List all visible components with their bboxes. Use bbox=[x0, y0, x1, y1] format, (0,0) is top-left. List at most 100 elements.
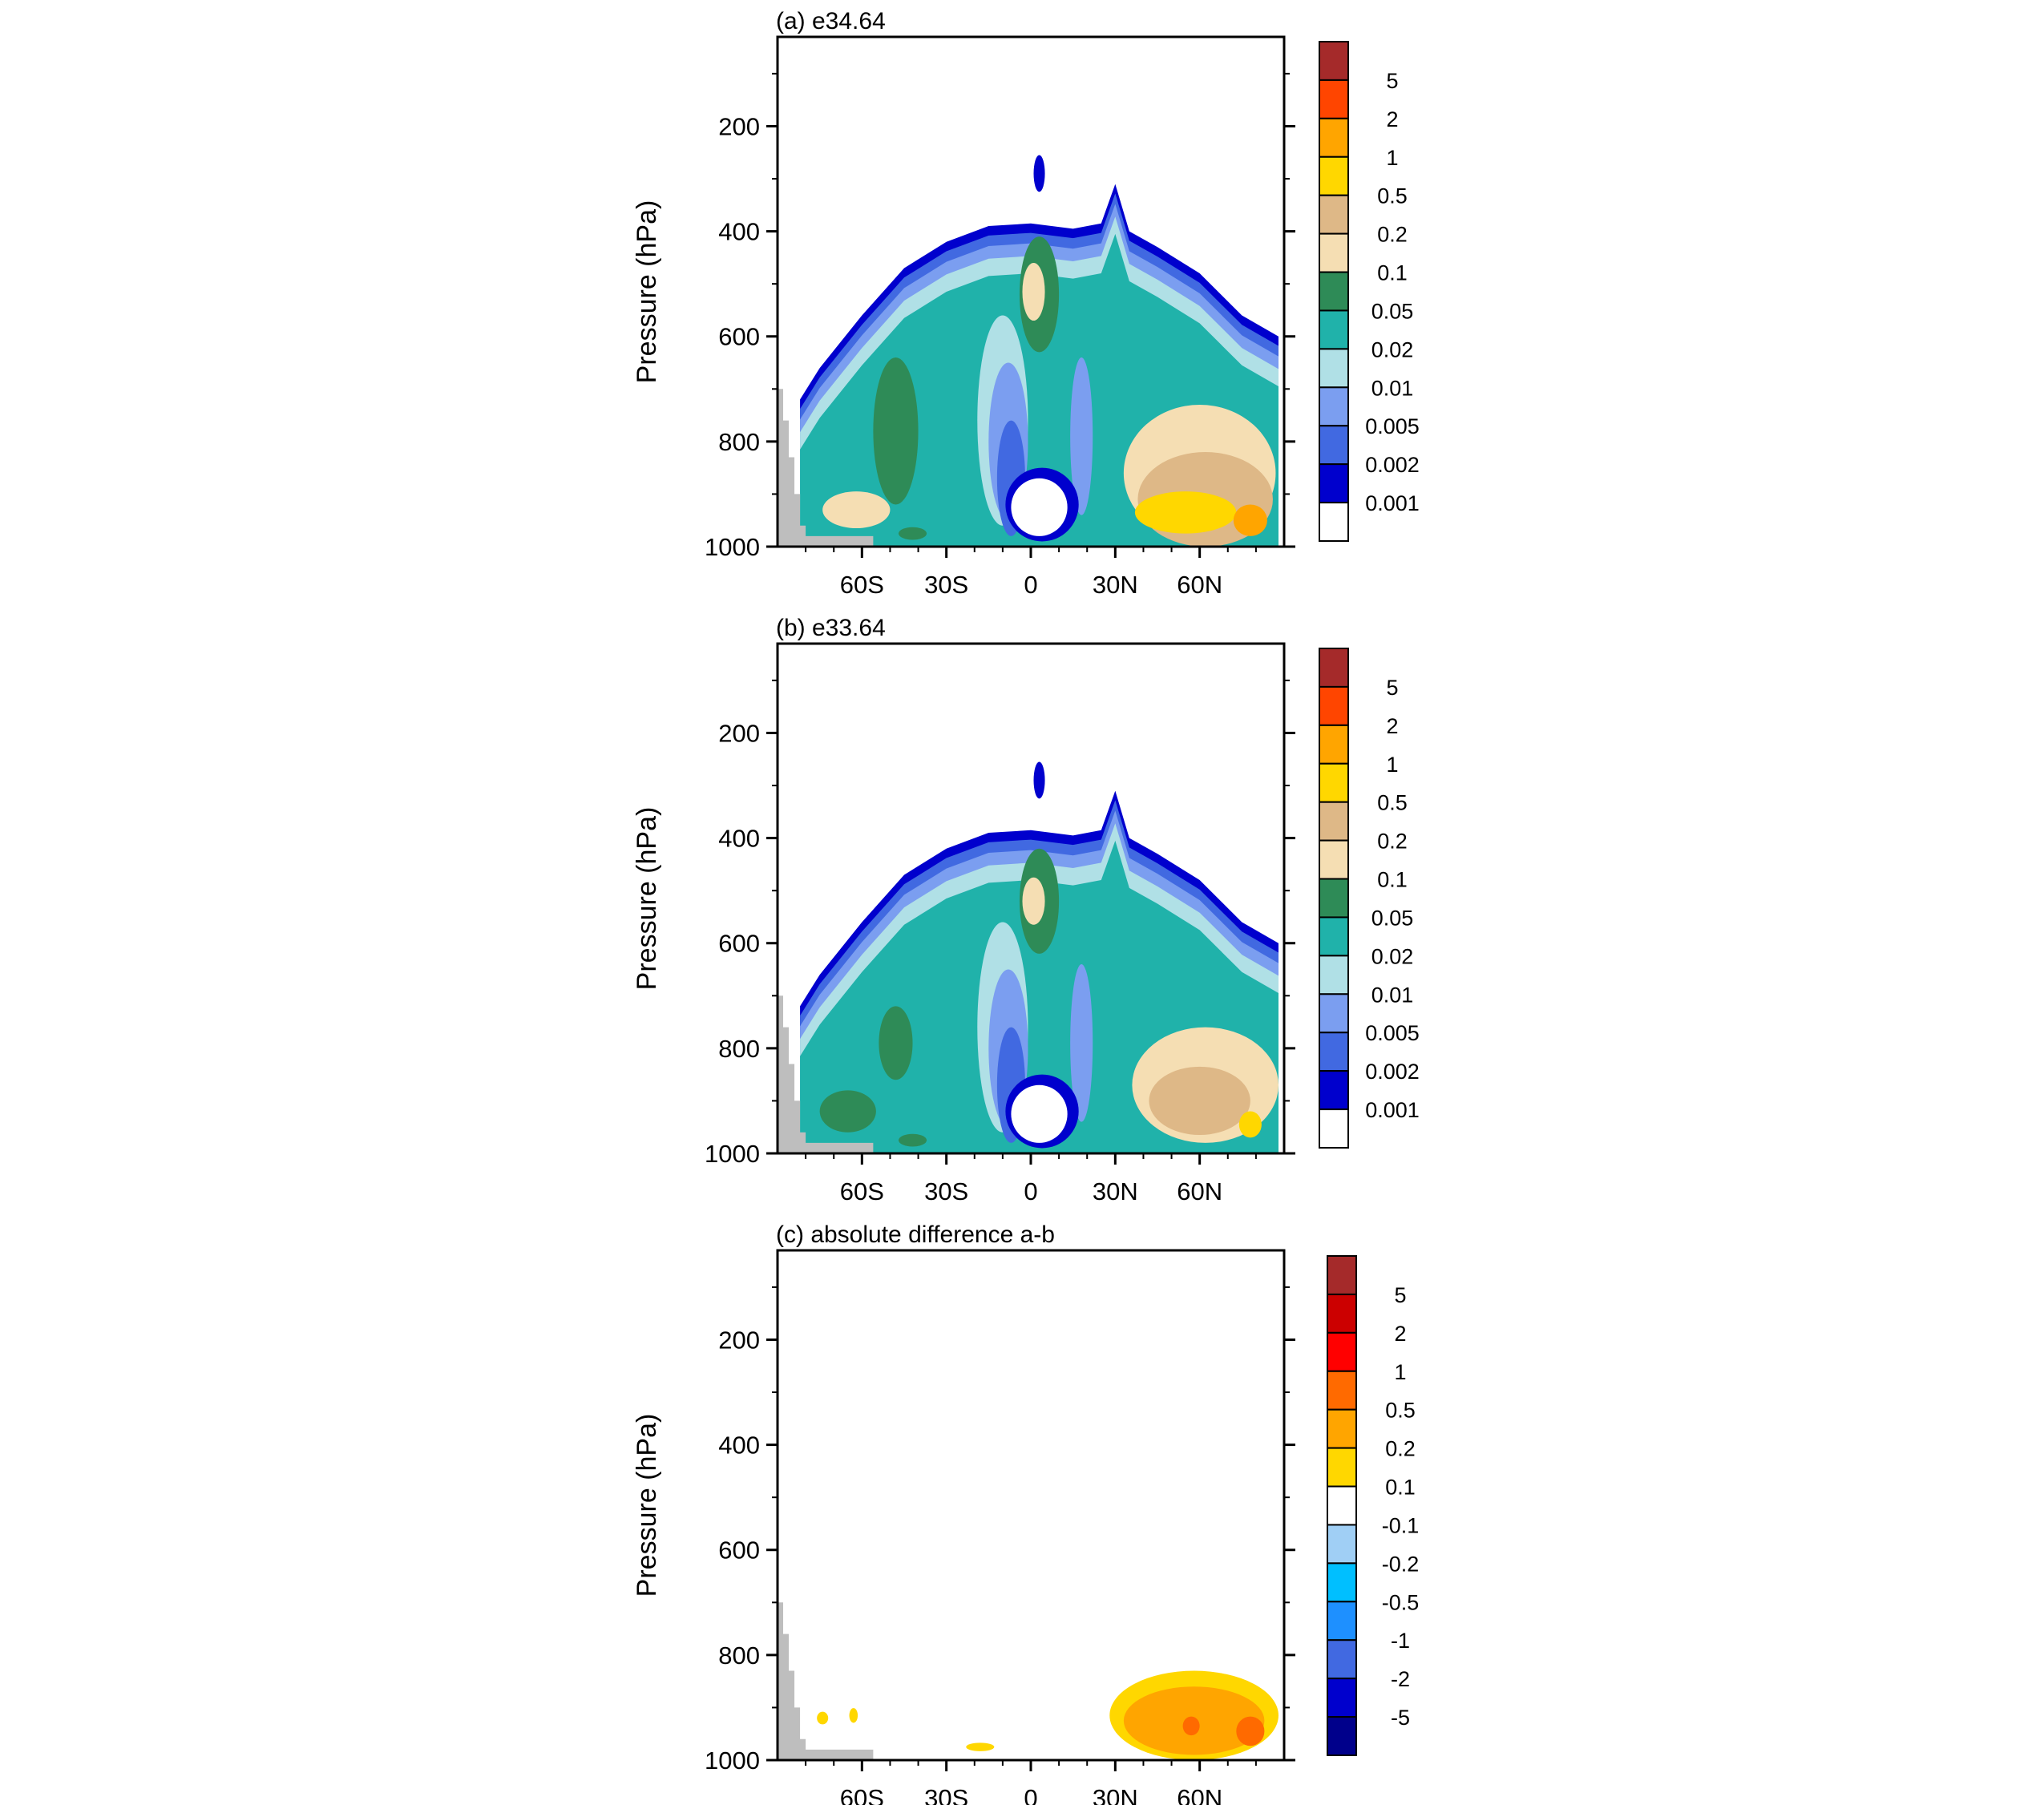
colorbar-swatch bbox=[1319, 1032, 1349, 1072]
y-tick-label: 1000 bbox=[705, 1746, 760, 1775]
colorbar-swatch bbox=[1319, 762, 1349, 803]
topography bbox=[778, 1602, 874, 1760]
colorbar-swatch bbox=[1327, 1293, 1357, 1334]
colorbar-swatch bbox=[1319, 463, 1349, 504]
colorbar-label: -2 bbox=[1391, 1667, 1410, 1691]
colorbar-label: 0.005 bbox=[1365, 1021, 1420, 1045]
colorbar: 5 2 1 0.5 0.2 0.1 0.05 0.02 0.01 0.005 0.002 0.001 bbox=[1319, 648, 1420, 1149]
x-tick-label: 60S bbox=[840, 1177, 884, 1205]
colorbar-swatch bbox=[1319, 955, 1349, 995]
colorbar-swatch bbox=[1319, 839, 1349, 880]
y-tick-label: 1000 bbox=[705, 1140, 760, 1168]
colorbar-swatch bbox=[1327, 1678, 1357, 1718]
colorbar-label: 0.02 bbox=[1371, 944, 1414, 968]
contour-band bbox=[1070, 357, 1093, 515]
colorbar-label: 0.05 bbox=[1371, 299, 1414, 323]
clear-region bbox=[1011, 1084, 1068, 1143]
contour-region bbox=[1134, 491, 1237, 534]
y-tick-label: 600 bbox=[718, 323, 760, 351]
y-axis-label: Pressure (hPa) bbox=[632, 807, 662, 991]
contour-region bbox=[873, 357, 919, 505]
x-tick-label: 0 bbox=[1024, 571, 1037, 599]
colorbar-label: 0.2 bbox=[1377, 223, 1408, 247]
colorbar-label: -0.2 bbox=[1382, 1552, 1420, 1576]
colorbar-swatch bbox=[1327, 1447, 1357, 1488]
colorbar-label: 0.2 bbox=[1385, 1437, 1416, 1461]
x-tick-label: 30N bbox=[1093, 1177, 1138, 1205]
colorbar-swatch bbox=[1319, 41, 1349, 81]
y-tick-label: 600 bbox=[718, 1536, 760, 1565]
colorbar-swatch bbox=[1319, 993, 1349, 1034]
panel-title: (c) absolute difference a-b bbox=[776, 1222, 1055, 1248]
colorbar-swatch bbox=[1319, 232, 1349, 273]
colorbar-swatch bbox=[1319, 117, 1349, 158]
contour-region bbox=[1149, 1066, 1250, 1136]
plot-area bbox=[778, 644, 1284, 1153]
colorbar-label: 0.001 bbox=[1365, 1098, 1420, 1122]
colorbar-label: 0.005 bbox=[1365, 414, 1420, 438]
y-tick-label: 800 bbox=[718, 1641, 760, 1670]
plot-area bbox=[778, 37, 1284, 547]
colorbar-label: 0.002 bbox=[1365, 1060, 1420, 1084]
contour-region bbox=[1233, 504, 1267, 536]
colorbar-swatch bbox=[1327, 1716, 1357, 1756]
colorbar: 5 2 1 0.5 0.2 0.1 -0.1 -0.2 -0.5 -1 -2 -5 bbox=[1327, 1255, 1420, 1756]
colorbar-label: 0.01 bbox=[1371, 983, 1414, 1007]
y-tick-label: 1000 bbox=[705, 533, 760, 561]
panel-title: (b) e33.64 bbox=[776, 615, 886, 641]
colorbar-swatch bbox=[1327, 1255, 1357, 1295]
contour-region bbox=[1022, 262, 1045, 321]
colorbar-swatch bbox=[1319, 271, 1349, 312]
upper-patch bbox=[1033, 761, 1045, 799]
contour-region bbox=[879, 1006, 913, 1080]
colorbar-swatch bbox=[1319, 502, 1349, 542]
colorbar-label: 5 bbox=[1386, 69, 1398, 93]
colorbar-swatch bbox=[1319, 801, 1349, 842]
panel-c: (c) absolute difference a-b 200 400 600 800 1… bbox=[632, 1222, 1419, 1805]
colorbar-swatch bbox=[1327, 1639, 1357, 1680]
y-tick-label: 200 bbox=[718, 1326, 760, 1354]
colorbar-swatch bbox=[1319, 155, 1349, 196]
topography bbox=[778, 389, 874, 547]
y-tick-label: 200 bbox=[718, 112, 760, 140]
colorbar-swatch bbox=[1327, 1485, 1357, 1526]
x-tick-label: 30N bbox=[1093, 1784, 1138, 1805]
x-tick-label: 60N bbox=[1177, 1177, 1222, 1205]
colorbar-label: -5 bbox=[1391, 1706, 1410, 1730]
colorbar-label: 0.05 bbox=[1371, 906, 1414, 930]
colorbar-swatch bbox=[1327, 1331, 1357, 1372]
colorbar-swatch bbox=[1327, 1601, 1357, 1641]
colorbar-label: 0.2 bbox=[1377, 830, 1408, 854]
y-tick-label: 800 bbox=[718, 428, 760, 456]
plot-area bbox=[778, 1250, 1284, 1760]
colorbar-label: 0.001 bbox=[1365, 491, 1420, 515]
clear-region bbox=[1011, 478, 1068, 536]
y-tick-label: 400 bbox=[718, 1431, 760, 1460]
colorbar-label: 0.1 bbox=[1377, 261, 1408, 285]
y-tick-label: 800 bbox=[718, 1035, 760, 1063]
colorbar-swatch bbox=[1319, 916, 1349, 957]
colorbar-swatch bbox=[1319, 685, 1349, 726]
colorbar-label: 0.5 bbox=[1377, 184, 1408, 208]
colorbar-swatch bbox=[1319, 425, 1349, 466]
contour-region bbox=[849, 1708, 858, 1723]
contour-region bbox=[817, 1711, 829, 1725]
topography bbox=[778, 995, 874, 1153]
x-tick-label: 30N bbox=[1093, 571, 1138, 599]
x-tick-label: 0 bbox=[1024, 1177, 1037, 1205]
colorbar-label: 2 bbox=[1386, 107, 1398, 131]
contour-band bbox=[898, 527, 927, 540]
contour-region bbox=[1238, 1111, 1262, 1138]
colorbar-swatch bbox=[1319, 1108, 1349, 1149]
x-tick-label: 60S bbox=[840, 1784, 884, 1805]
x-tick-label: 30S bbox=[924, 1784, 968, 1805]
colorbar-label: 1 bbox=[1386, 753, 1398, 777]
colorbar: 5 2 1 0.5 0.2 0.1 0.05 0.02 0.01 0.005 0.002 0.001 bbox=[1319, 41, 1420, 542]
y-tick-label: 200 bbox=[718, 719, 760, 747]
colorbar-swatch bbox=[1327, 1370, 1357, 1411]
colorbar-swatch bbox=[1319, 1070, 1349, 1111]
upper-patch bbox=[1033, 155, 1045, 192]
colorbar-swatch bbox=[1319, 309, 1349, 350]
colorbar-label: 0.1 bbox=[1377, 868, 1408, 892]
